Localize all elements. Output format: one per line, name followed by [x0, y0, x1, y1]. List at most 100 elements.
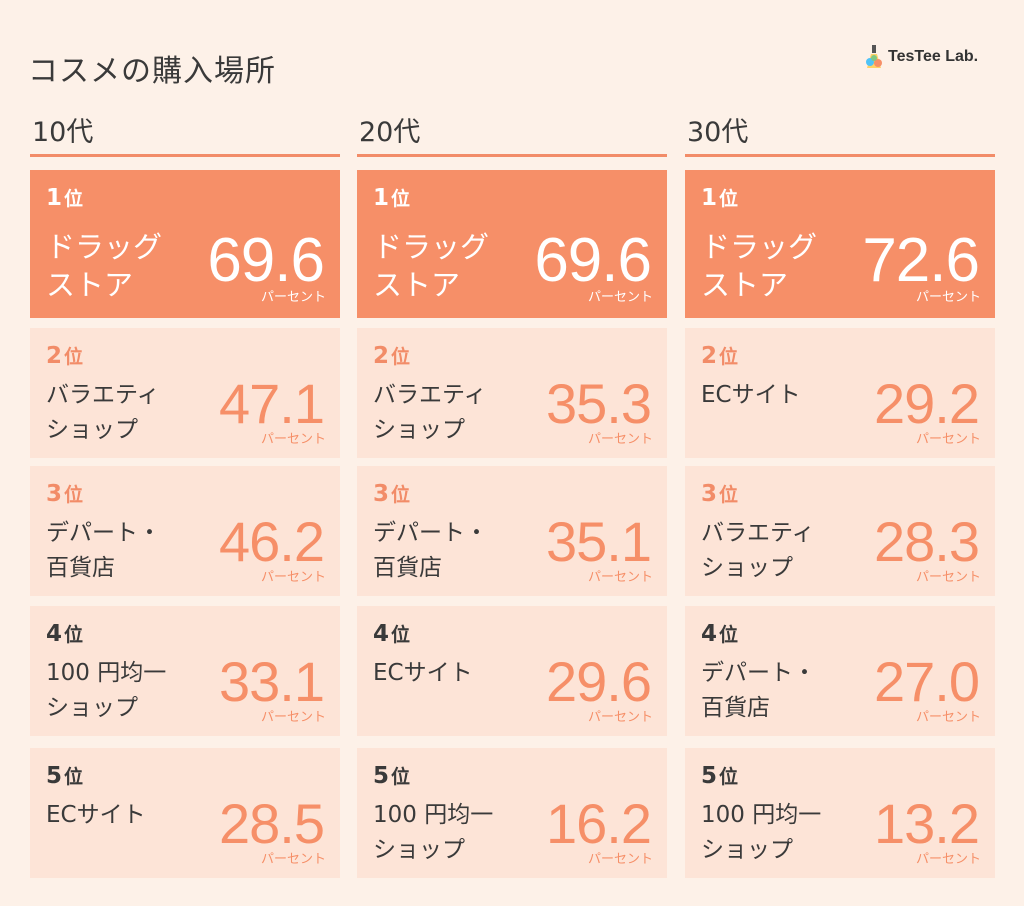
rank-suffix: 位: [391, 346, 411, 368]
place-name: 100 円均一 ショップ: [46, 656, 166, 726]
percentage-value: 28.3: [874, 510, 980, 573]
percent-unit: パーセント: [915, 570, 981, 585]
place-name: ドラッグ ストア: [373, 228, 489, 304]
place-name: ECサイト: [373, 656, 473, 726]
rank-suffix: 位: [719, 766, 739, 788]
percentage-value: 46.2: [219, 510, 325, 573]
rank-suffix: 位: [64, 188, 84, 210]
rank-number: 4: [46, 621, 63, 647]
place-name-line: ショップ: [46, 417, 138, 443]
place-name-line: ECサイト: [373, 660, 473, 686]
rank-number: 5: [373, 763, 390, 789]
column-divider: [30, 154, 340, 157]
percent-unit: パーセント: [587, 852, 653, 867]
rank-suffix: 位: [719, 484, 739, 506]
place-name-line: ショップ: [373, 837, 465, 863]
percent-unit: パーセント: [915, 290, 981, 305]
column-divider: [357, 154, 667, 157]
rank-suffix: 位: [719, 346, 739, 368]
percent-unit: パーセント: [587, 710, 653, 725]
ranking-card: 3 位デパート・ 百貨店 35.1 パーセント: [357, 466, 667, 596]
column-label: 30代: [687, 117, 749, 148]
rank-suffix: 位: [719, 624, 739, 646]
ranking-card: 5 位 ECサイト 28.5 パーセント: [30, 748, 340, 878]
place-name-line: [46, 833, 146, 868]
rank-number: 1: [701, 185, 718, 211]
place-name: ドラッグ ストア: [46, 228, 162, 304]
rank-number: 4: [373, 621, 390, 647]
place-name-line: バラエティ: [373, 382, 487, 408]
percentage-value: 35.1: [546, 510, 652, 573]
place-name-line: ストア: [373, 268, 461, 302]
rank-number: 4: [701, 621, 718, 647]
place-name-line: デパート・: [701, 660, 816, 686]
percentage-value: 47.1: [219, 372, 325, 435]
column-label: 10代: [32, 117, 94, 148]
ranking-card: 2 位バラエティ ショップ 35.3 パーセント: [357, 328, 667, 458]
percent-unit: パーセント: [260, 852, 326, 867]
percent-unit: パーセント: [915, 710, 981, 725]
place-name-line: デパート・: [373, 520, 488, 546]
percent-unit: パーセント: [587, 290, 653, 305]
rank-suffix: 位: [391, 188, 411, 210]
place-name: ECサイト: [701, 378, 801, 448]
place-name: デパート・ 百貨店: [373, 516, 488, 586]
place-name: バラエティ ショップ: [46, 378, 160, 448]
percentage-value: 69.6: [207, 226, 325, 295]
rank-suffix: 位: [719, 188, 739, 210]
place-name: バラエティ ショップ: [701, 516, 815, 586]
percentage-value: 27.0: [874, 650, 980, 713]
ranking-card: 2 位バラエティ ショップ 47.1 パーセント: [30, 328, 340, 458]
rank-suffix: 位: [64, 624, 84, 646]
percent-unit: パーセント: [915, 432, 981, 447]
percent-unit: パーセント: [260, 570, 326, 585]
place-name-line: 百貨店: [46, 555, 115, 581]
rank-number: 1: [373, 185, 390, 211]
flask-icon: [866, 45, 882, 68]
place-name: デパート・ 百貨店: [46, 516, 161, 586]
rank-number: 2: [46, 343, 63, 369]
percent-unit: パーセント: [587, 570, 653, 585]
rank-number: 2: [701, 343, 718, 369]
rank-number: 5: [46, 763, 63, 789]
percentage-value: 72.6: [862, 226, 980, 295]
rank-number: 5: [701, 763, 718, 789]
place-name-line: ドラッグ: [701, 230, 818, 264]
brand-logo: TesTee Lab.: [864, 44, 978, 70]
place-name-line: ストア: [701, 268, 789, 302]
place-name: ECサイト: [46, 798, 146, 868]
percentage-value: 29.6: [546, 650, 652, 713]
ranking-card: 1 位ドラッグ ストア 69.6 パーセント: [357, 170, 667, 318]
place-name: ドラッグ ストア: [701, 228, 817, 304]
rank-number: 3: [46, 481, 63, 507]
column-divider: [685, 154, 995, 157]
place-name-line: ドラッグ: [46, 230, 163, 264]
place-name-line: [701, 413, 801, 448]
place-name: デパート・ 百貨店: [701, 656, 816, 726]
ranking-card: 3 位デパート・ 百貨店 46.2 パーセント: [30, 466, 340, 596]
place-name-line: デパート・: [46, 520, 161, 546]
rank-number: 2: [373, 343, 390, 369]
percentage-value: 13.2: [874, 792, 980, 855]
rank-suffix: 位: [64, 346, 84, 368]
percentage-value: 28.5: [219, 792, 325, 855]
place-name-line: 100 円均一: [701, 802, 822, 828]
rank-suffix: 位: [391, 766, 411, 788]
ranking-card: 5 位 100 円均一 ショップ 13.2 パーセント: [685, 748, 995, 878]
place-name-line: バラエティ: [701, 520, 815, 546]
rank-suffix: 位: [391, 484, 411, 506]
place-name-line: ストア: [46, 268, 134, 302]
percentage-value: 16.2: [546, 792, 652, 855]
ranking-card: 1 位ドラッグストア 72.6 パーセント: [685, 170, 995, 318]
